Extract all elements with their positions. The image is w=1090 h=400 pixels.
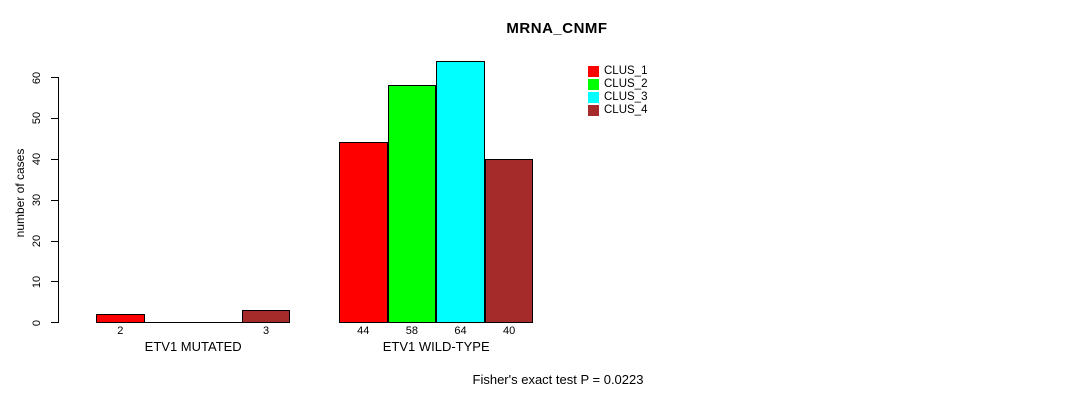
group-baseline <box>96 322 291 324</box>
bar-value-label: 44 <box>357 325 370 337</box>
legend-swatch-clus_2 <box>588 78 599 90</box>
legend-swatch-clus_3 <box>588 91 599 103</box>
y-tick-label: 0 <box>31 319 43 326</box>
chart-title: MRNA_CNMF <box>506 20 608 37</box>
bar-clus_4-etv1-mutated <box>241 310 291 324</box>
bar-clus_1-etv1-mutated <box>96 314 145 324</box>
category-label: ETV1 WILD-TYPE <box>382 339 490 354</box>
stat-annotation: Fisher's exact test P = 0.0223 <box>472 372 644 387</box>
y-axis-label: number of cases <box>13 148 27 238</box>
legend-label: CLUS_1 <box>604 64 648 77</box>
bar-clus_4-etv1-wild-type <box>484 158 534 324</box>
y-tick-mark <box>51 240 58 242</box>
y-tick-label: 60 <box>31 71 43 84</box>
legend-label: CLUS_4 <box>604 104 648 117</box>
y-tick-label: 30 <box>31 194 43 207</box>
bar-value-label: 40 <box>502 325 516 337</box>
bar-value-label: 2 <box>117 325 124 337</box>
y-tick-mark <box>51 77 58 79</box>
y-tick-mark <box>51 158 58 160</box>
category-label: ETV1 MUTATED <box>144 339 242 354</box>
bar-clus_3-etv1-wild-type <box>436 60 485 324</box>
y-tick-label: 10 <box>31 275 43 289</box>
y-tick-label: 40 <box>31 153 43 166</box>
legend-swatch-clus_4 <box>588 105 599 117</box>
y-axis-line <box>58 77 59 324</box>
bar-value-label: 3 <box>263 325 270 337</box>
y-tick-mark <box>51 281 58 283</box>
bar-clus_1-etv1-wild-type <box>339 142 388 324</box>
legend-label: CLUS_3 <box>604 90 648 103</box>
bar-value-label: 58 <box>405 325 419 337</box>
y-tick-mark <box>51 117 58 119</box>
bar-value-label: 64 <box>454 325 467 337</box>
y-tick-label: 20 <box>31 234 43 248</box>
bar-clus_2-etv1-wild-type <box>387 85 437 324</box>
y-tick-mark <box>51 322 58 324</box>
y-tick-mark <box>51 199 58 201</box>
y-tick-label: 50 <box>31 112 43 125</box>
legend-label: CLUS_2 <box>604 77 648 90</box>
legend-swatch-clus_1 <box>588 65 599 77</box>
